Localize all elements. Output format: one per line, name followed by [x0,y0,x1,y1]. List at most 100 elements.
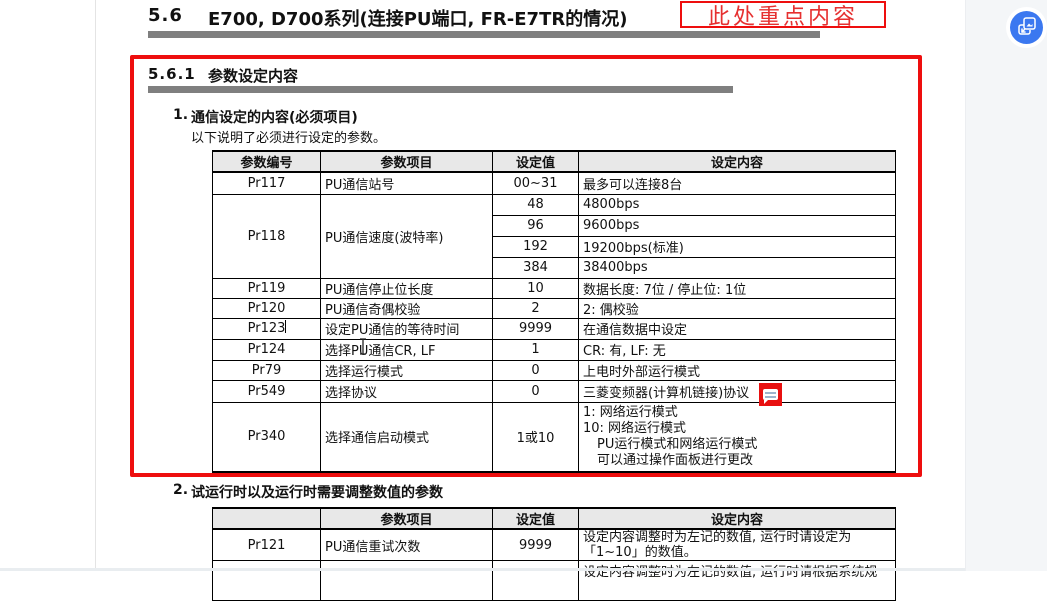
image-translate-icon [1017,16,1037,40]
comment-bubble [763,389,778,404]
header-set-content: 设定内容 [578,507,896,530]
header-empty [212,507,321,530]
content-line: 1: 网络运行模式 [583,404,678,420]
param-item: PU通信站号 [320,171,493,195]
table-header-row: 参数项目 设定值 设定内容 [212,507,896,530]
header-param-item: 参数项目 [320,150,493,173]
table-row: Pr118 PU通信速度(波特率) 48 4800bps [212,193,896,279]
param-no: Pr79 [212,359,321,381]
item2-title: 试运行时以及运行时需要调整数值的参数 [191,485,443,501]
header-set-content: 设定内容 [578,150,896,173]
subsection-number: 5.6.1 [148,65,196,83]
param-no: Pr340 [212,401,321,473]
translate-extension-button[interactable] [1010,11,1043,44]
comment-annotation-icon[interactable] [759,383,782,406]
param-no [212,560,321,601]
param-no: Pr121 [212,528,321,561]
param-no: Pr118 [212,193,321,279]
section-number: 5.6 [148,5,183,26]
param-value: 1或10 [492,401,579,473]
section-divider-bar [148,31,820,38]
param-value: 1 [492,338,579,361]
adjustment-parameters-table: 参数项目 设定值 设定内容 Pr121 PU通信重试次数 9999 设定内容调整… [212,507,896,601]
param-content: 19200bps(标准) [578,235,896,258]
param-value: 0 [492,359,579,381]
param-no: Pr124 [212,338,321,361]
param-value: 2 [492,297,579,319]
param-no: Pr120 [212,297,321,319]
header-param-no: 参数编号 [212,150,321,173]
param-no: Pr123 [212,317,321,340]
item1-title: 通信设定的内容(必须项目) [191,110,358,126]
param-content: 设定内容调整时为左记的数值, 运行时请设定为 「1~10」的数值。 [578,528,896,561]
item1-description: 以下说明了必须进行设定的参数。 [191,131,387,146]
param-value: 0 [492,379,579,403]
param-content: 4800bps [578,193,896,216]
param-no: Pr119 [212,277,321,299]
table-row: Pr124 选择PU通信CR, LF 1 CR: 有, LF: 无 [212,338,896,361]
table-row: Pr340 选择通信启动模式 1或10 1: 网络运行模式 10: 网络运行模式… [212,401,896,473]
header-param-item: 参数项目 [320,507,493,530]
item1-number: 1. [173,107,189,123]
table-row: Pr79 选择运行模式 0 上电时外部运行模式 [212,359,896,381]
param-item: 选择协议 [320,379,493,403]
table-row: Pr549 选择协议 0 三菱变频器(计算机链接)协议 [212,379,896,403]
page-bottom-edge [0,568,965,571]
content-line: 可以通过操作面板进行更改 [597,452,754,468]
param-item: PU通信停止位长度 [320,277,493,299]
param-value [492,560,579,601]
communication-parameters-table: 参数编号 参数项目 设定值 设定内容 Pr117 PU通信站号 00~31 最多… [212,150,896,474]
param-content: 上电时外部运行模式 [578,359,896,381]
param-value: 48 [492,193,579,216]
page-left-edge [95,0,96,571]
header-set-value: 设定值 [492,507,579,530]
subsection-title: 参数设定内容 [208,67,299,85]
header-set-value: 设定值 [492,150,579,173]
param-item: 选择通信启动模式 [320,401,493,473]
item2-number: 2. [173,482,189,498]
param-item: PU通信重试次数 [320,528,493,561]
table-row: Pr119 PU通信停止位长度 10 数据长度: 7位 / 停止位: 1位 [212,277,896,299]
table-row: 192 19200bps(标准) [213,235,896,258]
param-content: 三菱变频器(计算机链接)协议 [578,379,896,403]
subsection-divider-bar [148,86,733,93]
param-value: 10 [492,277,579,299]
param-item: 选择PU通信CR, LF [320,338,493,361]
param-content: 2: 偶校验 [578,297,896,319]
table-row-partial: 设定内容调整时为左记的数值, 运行时请根据系统规 [212,560,896,601]
table-header-row: 参数编号 参数项目 设定值 设定内容 [212,150,896,173]
param-content: 1: 网络运行模式 10: 网络运行模式 PU运行模式和网络运行模式 可以通过操… [578,401,896,473]
table-row: Pr120 PU通信奇偶校验 2 2: 偶校验 [212,297,896,319]
param-content: 设定内容调整时为左记的数值, 运行时请根据系统规 [578,560,896,601]
param-item: PU通信奇偶校验 [320,297,493,319]
param-no: Pr117 [212,171,321,195]
content-line: 设定内容调整时为左记的数值, 运行时请设定为 [583,530,852,545]
annotation-text: 此处重点内容 [707,4,858,30]
param-content: 数据长度: 7位 / 停止位: 1位 [578,277,896,299]
red-annotation-box: 此处重点内容 [680,1,886,30]
content-line: 10: 网络运行模式 [583,420,687,436]
viewer-side-panel [965,0,1047,571]
param-item: PU通信速度(波特率) [320,193,493,279]
param-content: 9600bps [578,214,896,237]
param-content: 38400bps [578,256,896,279]
param-content: 在通信数据中设定 [578,317,896,340]
param-value: 384 [492,256,579,279]
param-no: Pr549 [212,379,321,403]
table-row: Pr117 PU通信站号 00~31 最多可以连接8台 [212,171,896,195]
param-item: 选择运行模式 [320,359,493,381]
content-line: PU运行模式和网络运行模式 [597,436,758,452]
param-value: 96 [492,214,579,237]
param-content: 最多可以连接8台 [578,171,896,195]
content-line: 「1~10」的数值。 [583,545,697,560]
param-content: CR: 有, LF: 无 [578,338,896,361]
param-value: 9999 [492,317,579,340]
param-value: 00~31 [492,171,579,195]
section-title: E700, D700系列(连接PU端口, FR-E7TR的情况) [208,9,628,30]
text-caret [285,320,286,333]
param-value: 9999 [492,528,579,561]
param-item [320,560,493,601]
table-row: Pr121 PU通信重试次数 9999 设定内容调整时为左记的数值, 运行时请设… [212,528,896,561]
ibeam-cursor [358,338,368,359]
param-value: 192 [492,235,579,258]
